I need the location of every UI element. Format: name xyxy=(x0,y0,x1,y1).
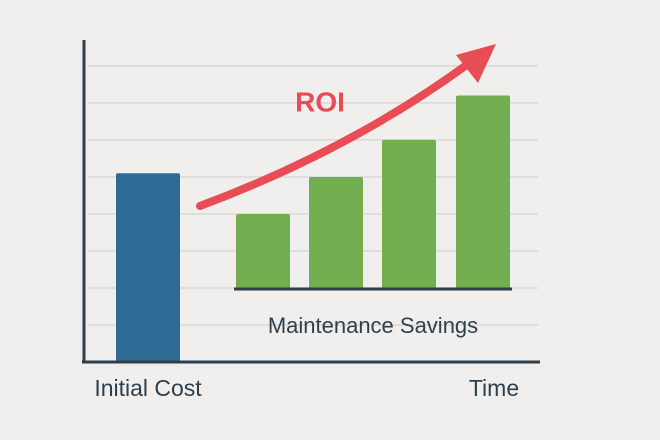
bar xyxy=(382,139,436,289)
bar xyxy=(116,173,180,362)
legend-label: Initial Cost xyxy=(94,375,202,401)
legend-label: Maintenance Savings xyxy=(268,313,478,338)
roi-arrow xyxy=(196,60,472,210)
roi-arrow-head xyxy=(456,44,496,83)
bar xyxy=(456,95,510,289)
bar xyxy=(236,213,290,289)
bars xyxy=(116,95,510,362)
x-axis-label: Time xyxy=(469,375,519,401)
bar xyxy=(309,176,363,289)
annotation: ROI xyxy=(295,86,345,117)
